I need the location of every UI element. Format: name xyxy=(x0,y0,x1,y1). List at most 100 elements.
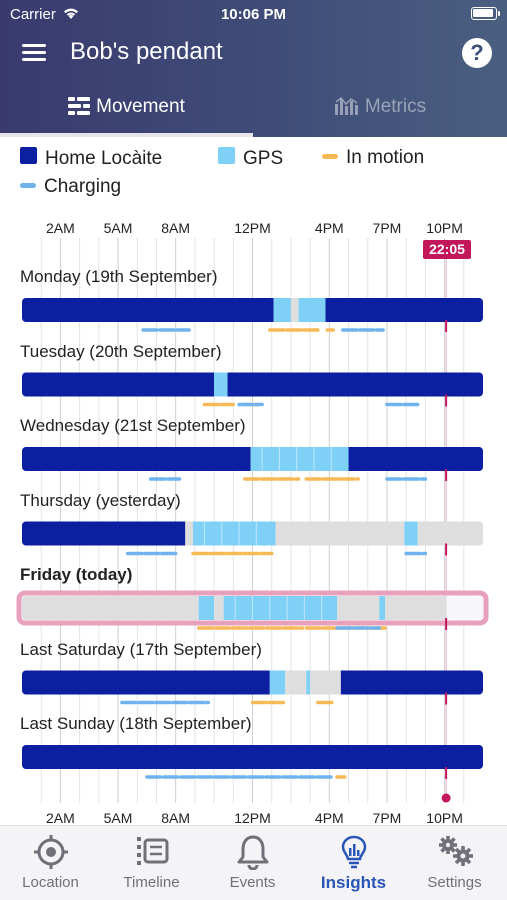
day-label: Thursday (yesterday) xyxy=(20,490,181,510)
segment-gps xyxy=(306,670,311,695)
segment-unknown xyxy=(275,521,405,546)
legend-gps: GPS xyxy=(218,147,283,170)
segments xyxy=(22,745,483,769)
segment-gps xyxy=(214,372,228,397)
segment-gps xyxy=(223,596,338,620)
status-bar: Carrier 10:06 PM xyxy=(0,0,507,30)
segment-gps xyxy=(404,521,418,546)
day-bar[interactable] xyxy=(22,447,483,471)
axis-label-bottom: 4PM xyxy=(314,810,344,826)
axis-label-bottom: 2AM xyxy=(46,810,75,826)
hamburger-menu-icon[interactable] xyxy=(22,42,48,62)
day-bar[interactable] xyxy=(22,372,483,397)
insights-bulb-icon xyxy=(341,835,366,869)
segment-unknown xyxy=(290,298,299,322)
active-tab-indicator xyxy=(0,133,253,137)
segment-home xyxy=(325,298,483,322)
tab-metrics[interactable]: Metrics xyxy=(254,90,507,137)
segment-unknown xyxy=(417,521,483,546)
segment-home xyxy=(22,745,483,769)
segment-home xyxy=(227,372,483,397)
nav-location[interactable]: Location xyxy=(0,826,101,900)
metrics-bar-icon xyxy=(334,96,358,115)
movement-list-icon xyxy=(68,97,91,115)
timeline-list-icon xyxy=(136,837,168,865)
segments xyxy=(22,298,483,322)
axis-label-top: 10PM xyxy=(426,220,463,236)
nav-timeline-label: Timeline xyxy=(123,874,180,891)
nav-settings-label: Settings xyxy=(427,874,482,891)
app-header: Carrier 10:06 PM Bob's pendant ? Movemen… xyxy=(0,0,507,137)
now-dot xyxy=(441,793,451,803)
segments xyxy=(22,670,483,695)
gps-swatch-icon xyxy=(218,147,235,164)
nav-events-label: Events xyxy=(229,874,276,891)
nav-insights-label: Insights xyxy=(320,873,387,892)
page-title: Bob's pendant xyxy=(70,38,223,65)
nav-settings[interactable]: Settings xyxy=(404,826,505,900)
segment-home xyxy=(22,447,251,471)
day-bar[interactable] xyxy=(22,521,483,546)
crosshair-icon xyxy=(33,835,68,869)
bell-icon xyxy=(237,835,268,870)
legend-charging-label: Charging xyxy=(44,176,122,197)
battery-icon xyxy=(471,7,500,20)
day-label: Friday (today) xyxy=(20,565,133,584)
day-bar-today[interactable] xyxy=(16,590,489,626)
segments xyxy=(22,521,483,546)
nav-events[interactable]: Events xyxy=(202,826,303,900)
day-label: Wednesday (21st September) xyxy=(20,416,246,435)
segment-unknown xyxy=(185,521,193,546)
day-bar[interactable] xyxy=(22,745,483,769)
today-highlight xyxy=(16,590,489,626)
day-label: Last Saturday (17th September) xyxy=(20,639,262,659)
segments xyxy=(22,447,483,471)
carrier-name: Carrier xyxy=(10,6,56,23)
legend-gps-label: GPS xyxy=(243,148,284,169)
legend-home-label: Home Locàite xyxy=(45,148,163,169)
segment-unknown xyxy=(385,596,447,620)
nav-insights[interactable]: Insights xyxy=(303,826,404,900)
home-swatch-icon xyxy=(20,147,37,164)
gears-icon xyxy=(438,836,473,866)
nav-location-label: Location xyxy=(22,874,79,891)
day-bar[interactable] xyxy=(22,670,483,695)
day-bar[interactable] xyxy=(22,298,483,322)
axis-label-bottom: 10PM xyxy=(426,810,463,826)
segment-unknown xyxy=(285,670,307,695)
segments xyxy=(22,596,447,620)
status-time: 10:06 PM xyxy=(220,6,287,23)
axis-label-top: 12PM xyxy=(234,220,271,236)
charging-dash-icon xyxy=(20,183,36,188)
segment-unknown xyxy=(214,596,224,620)
axis-label-bottom: 5AM xyxy=(103,810,133,826)
axis-label-top: 5AM xyxy=(103,220,133,236)
segment-home xyxy=(22,298,274,322)
tab-movement-label: Movement xyxy=(96,96,185,117)
segment-home xyxy=(22,372,215,397)
segment-gps xyxy=(298,298,326,322)
segment-gps xyxy=(198,596,215,620)
segment-home xyxy=(22,521,186,546)
day-label: Monday (19th September) xyxy=(20,267,218,286)
day-label: Tuesday (20th September) xyxy=(20,341,222,361)
axis-label-top: 8AM xyxy=(161,220,191,236)
axis-label-bottom: 7PM xyxy=(372,810,402,826)
help-icon[interactable]: ? xyxy=(462,38,492,68)
legend-motion: In motion xyxy=(322,147,424,169)
day-label: Last Sunday (18th September) xyxy=(20,714,252,733)
bottom-nav: Location Timeline Events Insights xyxy=(0,825,507,900)
segment-unknown xyxy=(22,596,199,620)
segment-unknown xyxy=(337,596,380,620)
segment-gps xyxy=(379,596,386,620)
axis-label-bottom: 12PM xyxy=(234,810,271,826)
tab-movement[interactable]: Movement xyxy=(0,90,253,137)
segment-gps xyxy=(250,447,349,471)
segment-gps xyxy=(192,521,276,546)
axis-label-top: 4PM xyxy=(314,220,344,236)
legend-charging: Charging xyxy=(20,176,121,198)
wifi-icon xyxy=(62,6,80,24)
motion-dash-icon xyxy=(322,154,338,159)
nav-timeline[interactable]: Timeline xyxy=(101,826,202,900)
axis-label-top: 2AM xyxy=(46,220,75,236)
